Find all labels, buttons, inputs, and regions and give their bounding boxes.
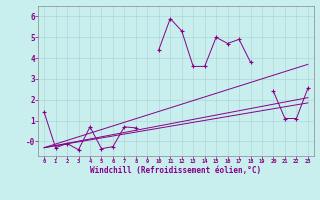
X-axis label: Windchill (Refroidissement éolien,°C): Windchill (Refroidissement éolien,°C) xyxy=(91,166,261,175)
